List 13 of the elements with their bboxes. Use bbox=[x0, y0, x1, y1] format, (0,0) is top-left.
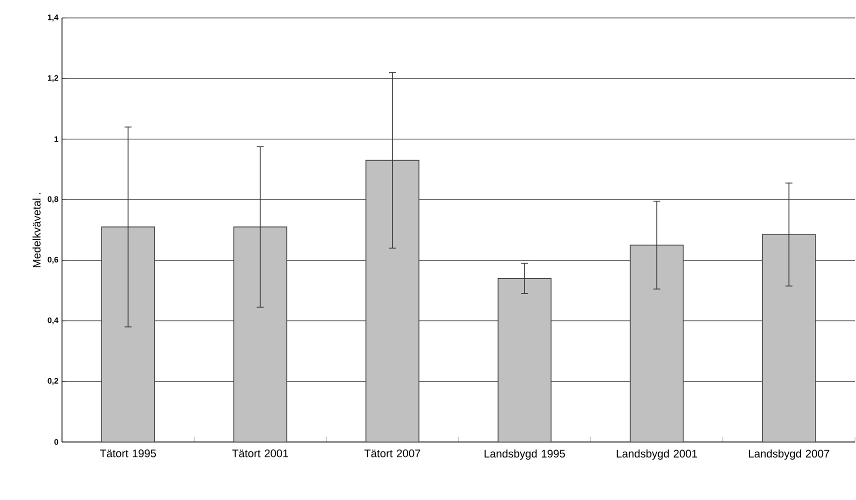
x-tick-label: Landsbygd 2001 bbox=[616, 450, 698, 460]
x-tick-label: Tätort 1995 bbox=[100, 450, 156, 458]
x-tick-label: Tätort 2007 bbox=[364, 450, 420, 458]
bar bbox=[366, 160, 420, 442]
bar bbox=[101, 226, 155, 442]
y-axis-title: Medelkvävetal . bbox=[32, 192, 41, 268]
x-tick-label: Landsbygd 2007 bbox=[749, 450, 830, 460]
x-tick-label: Tätort 2001 bbox=[232, 450, 288, 458]
x-tick-label: Landsbygd 1995 bbox=[484, 450, 565, 460]
bar bbox=[762, 234, 816, 442]
bar bbox=[630, 244, 684, 442]
bar bbox=[233, 226, 288, 442]
bar bbox=[498, 278, 552, 442]
